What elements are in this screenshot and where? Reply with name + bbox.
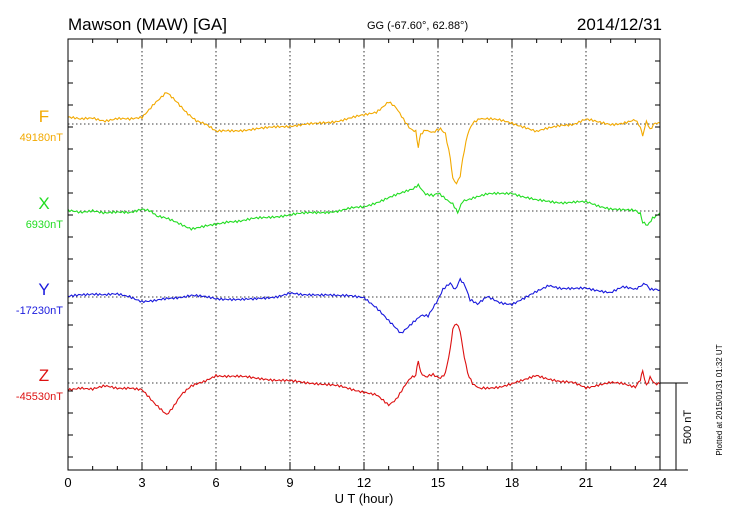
scale-bar: 500 nT: [660, 382, 694, 471]
x-tick-label: 21: [579, 475, 593, 490]
series-name-x: X: [38, 194, 49, 213]
series-baseline-f: 49180nT: [20, 132, 64, 144]
series-name-f: F: [39, 107, 49, 126]
grid: [141, 39, 587, 470]
x-tick-label: 6: [212, 475, 219, 490]
station-title: Mawson (MAW) [GA]: [68, 15, 227, 34]
x-tick-label: 9: [286, 475, 293, 490]
x-axis: 0 3 6 9 12 15 18 21 24: [64, 39, 667, 490]
series-line-z: [67, 323, 661, 415]
series-baseline-z: -45530nT: [16, 391, 63, 403]
date-label: 2014/12/31: [577, 15, 662, 34]
coordinates-label: GG (-67.60°, 62.88°): [367, 20, 468, 32]
x-tick-label: 12: [357, 475, 371, 490]
series-name-y: Y: [38, 280, 49, 299]
series-baseline-y: -17230nT: [16, 305, 63, 317]
plotted-at-note: Plotted at 2015/01/31 01:32 UT: [715, 344, 724, 455]
series-line-y: [67, 277, 661, 334]
x-tick-label: 18: [505, 475, 519, 490]
x-tick-label: 0: [64, 475, 71, 490]
series-labels: F 49180nT X 6930nT Y -17230nT Z -45530nT: [16, 107, 63, 403]
x-axis-title: U T (hour): [335, 491, 394, 506]
series-line-f: [67, 92, 661, 185]
x-tick-label: 15: [431, 475, 445, 490]
series-baseline-x: 6930nT: [26, 219, 64, 231]
series-group: [67, 92, 661, 415]
series-name-z: Z: [39, 366, 49, 385]
series-line-x: [67, 183, 661, 231]
x-tick-label: 3: [138, 475, 145, 490]
scale-bar-label: 500 nT: [682, 410, 694, 445]
x-tick-label: 24: [653, 475, 667, 490]
